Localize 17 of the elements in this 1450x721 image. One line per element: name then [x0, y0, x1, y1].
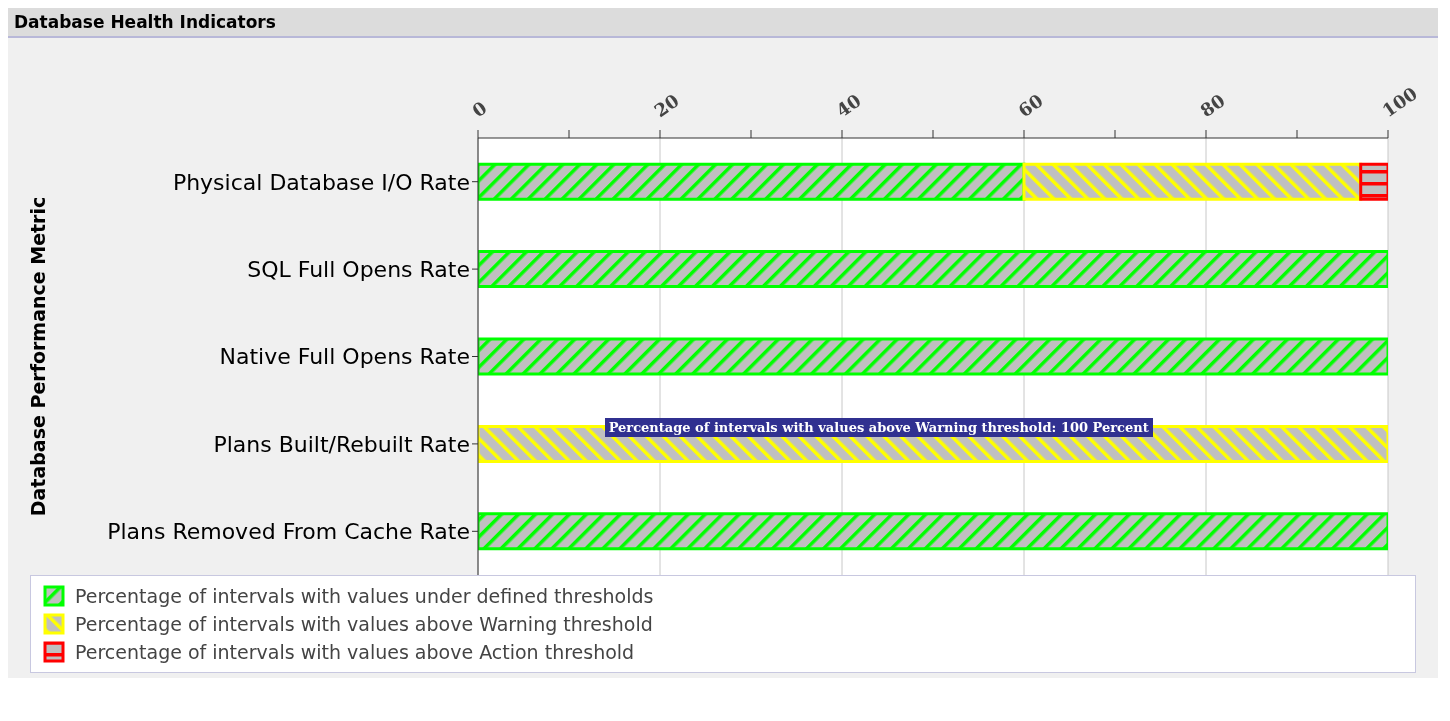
x-tick-label: 20 — [650, 89, 683, 122]
y-tick-label: Physical Database I/O Rate — [172, 169, 470, 195]
x-tick-label: 40 — [832, 89, 865, 122]
x-tick-label: 100 — [1378, 82, 1422, 122]
y-tick-label: Plans Built/Rebuilt Rate — [213, 431, 470, 457]
x-tick-label: 0 — [468, 96, 491, 122]
annotation: Percentage of intervals with values above Warning threshold: 100 Percent — [604, 418, 1153, 437]
y-tick-label: Native Full Opens Rate — [219, 344, 470, 370]
legend-label: Percentage of intervals with values above Action threshold — [75, 640, 635, 665]
text: Database Health Indicators — [8, 8, 1438, 38]
legend-label: Percentage of intervals with values above Warning threshold — [75, 612, 653, 637]
legend-label: Percentage of intervals with values under defined thresholds — [75, 584, 654, 609]
y-axis-title: Database Performance Metric — [26, 196, 49, 517]
x-tick-label: 60 — [1014, 89, 1047, 122]
y-tick-label: Plans Removed From Cache Rate — [107, 519, 470, 545]
x-tick-label: 80 — [1196, 89, 1229, 122]
y-tick-label: SQL Full Opens Rate — [247, 256, 470, 282]
